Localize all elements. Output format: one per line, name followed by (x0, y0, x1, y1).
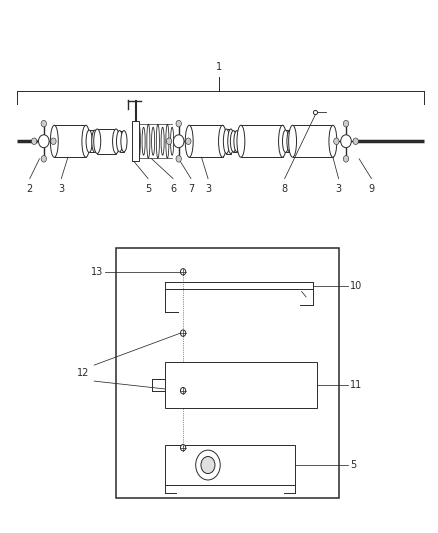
Bar (165, 445, 295, 485)
Bar (233, 131, 237, 152)
Ellipse shape (147, 124, 150, 158)
Circle shape (180, 387, 186, 394)
Ellipse shape (237, 125, 245, 157)
Circle shape (176, 120, 181, 127)
Circle shape (166, 138, 172, 144)
Circle shape (334, 138, 339, 144)
Text: 8: 8 (282, 184, 288, 194)
Ellipse shape (170, 127, 173, 155)
Circle shape (180, 330, 186, 336)
Circle shape (186, 138, 191, 144)
Ellipse shape (223, 129, 230, 154)
Ellipse shape (86, 130, 92, 152)
Ellipse shape (329, 125, 337, 157)
Bar (226, 129, 231, 154)
Text: 6: 6 (170, 184, 176, 194)
Ellipse shape (279, 125, 286, 157)
Circle shape (201, 456, 215, 473)
Ellipse shape (185, 125, 193, 157)
Text: 1: 1 (216, 62, 222, 72)
Circle shape (51, 138, 56, 144)
Text: 7: 7 (188, 184, 194, 194)
Ellipse shape (228, 129, 234, 154)
Ellipse shape (117, 131, 123, 152)
Text: 2: 2 (27, 184, 33, 194)
Text: 12: 12 (78, 368, 90, 378)
Ellipse shape (113, 129, 120, 154)
Bar (54, 125, 86, 157)
Text: 5: 5 (350, 460, 357, 470)
Circle shape (343, 156, 349, 162)
Circle shape (39, 135, 49, 148)
Bar (116, 248, 339, 498)
Bar (293, 125, 333, 157)
Text: 13: 13 (91, 267, 103, 277)
Circle shape (353, 138, 358, 144)
Text: 3: 3 (58, 184, 64, 194)
Circle shape (180, 269, 186, 275)
Ellipse shape (219, 125, 226, 157)
Bar (165, 362, 317, 408)
Ellipse shape (289, 125, 297, 157)
Ellipse shape (230, 131, 237, 152)
Bar (286, 130, 290, 152)
Bar (97, 129, 116, 154)
Text: 11: 11 (350, 380, 363, 390)
Ellipse shape (92, 130, 98, 152)
Ellipse shape (283, 130, 289, 152)
Ellipse shape (138, 124, 140, 158)
Circle shape (41, 156, 46, 162)
Ellipse shape (156, 124, 159, 158)
Ellipse shape (94, 129, 101, 154)
Text: 3: 3 (205, 184, 211, 194)
Text: 9: 9 (368, 184, 374, 194)
Bar (120, 131, 124, 152)
Text: 3: 3 (336, 184, 342, 194)
Circle shape (343, 120, 349, 127)
Bar (241, 125, 283, 157)
Ellipse shape (121, 131, 127, 152)
Circle shape (176, 156, 181, 162)
Ellipse shape (161, 127, 164, 155)
Ellipse shape (82, 125, 90, 157)
Ellipse shape (166, 124, 169, 158)
Circle shape (173, 135, 184, 148)
Ellipse shape (142, 127, 145, 155)
Circle shape (41, 120, 46, 127)
Bar (132, 121, 139, 161)
Ellipse shape (152, 127, 155, 155)
Ellipse shape (50, 125, 58, 157)
Circle shape (196, 450, 220, 480)
Circle shape (32, 138, 37, 144)
Ellipse shape (287, 130, 293, 152)
Circle shape (341, 135, 351, 148)
Bar (189, 125, 223, 157)
Bar (89, 130, 95, 152)
Ellipse shape (234, 131, 240, 152)
Circle shape (180, 445, 186, 451)
Text: 5: 5 (145, 184, 151, 194)
Text: 10: 10 (350, 281, 363, 290)
